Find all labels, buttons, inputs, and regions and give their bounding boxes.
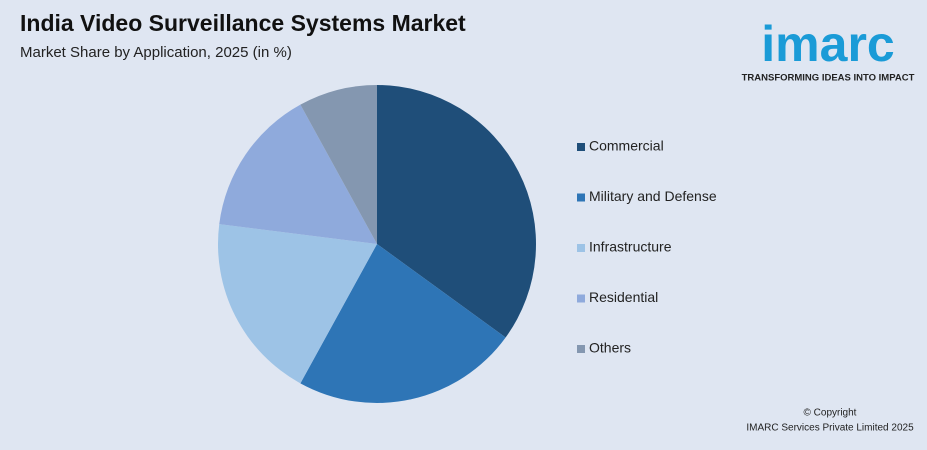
pie-slice <box>300 244 506 403</box>
legend-label: Infrastructure <box>589 239 672 255</box>
legend-swatch <box>577 345 585 353</box>
legend-swatch <box>577 244 585 252</box>
legend-swatch <box>577 193 585 202</box>
legend-label: Residential <box>589 289 658 305</box>
chart-subtitle: Market Share by Application, 2025 (in %) <box>20 44 292 61</box>
copyright: © Copyright <box>804 408 857 419</box>
legend-label: Military and Defense <box>589 188 717 204</box>
pie-slice <box>377 85 536 338</box>
logo-tagline: TRANSFORMING IDEAS INTO IMPACT <box>742 73 915 84</box>
legend-label: Others <box>589 340 631 356</box>
pie-slice <box>300 85 377 244</box>
legend-label: Commercial <box>589 138 664 154</box>
legend-swatch <box>577 143 585 151</box>
chart-title: India Video Surveillance Systems Market <box>20 10 466 36</box>
logo-name: imarc <box>761 16 894 72</box>
copyright-owner: IMARC Services Private Limited 2025 <box>746 423 914 434</box>
legend-swatch <box>577 294 585 303</box>
pie-slice <box>218 224 377 384</box>
pie-slice <box>219 104 377 244</box>
